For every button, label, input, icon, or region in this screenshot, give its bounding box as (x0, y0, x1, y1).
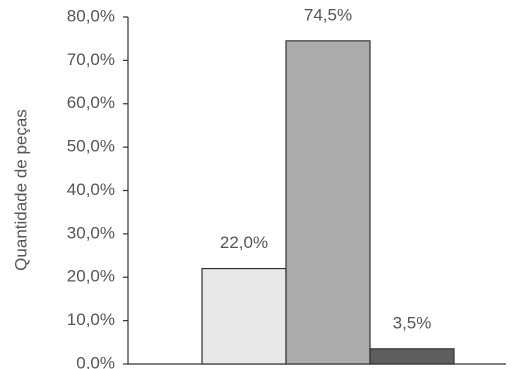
value-label: 22,0% (220, 233, 268, 252)
value-label: 3,5% (393, 313, 432, 332)
value-label: 74,5% (304, 5, 352, 24)
y-tick-label: 40,0% (67, 180, 115, 199)
y-tick-label: 0,0% (76, 353, 115, 369)
y-tick-label: 30,0% (67, 223, 115, 242)
y-tick-label: 80,0% (67, 6, 115, 25)
bar (285, 40, 371, 365)
bar (369, 348, 455, 365)
bar (201, 267, 287, 365)
y-tick-label: 70,0% (67, 50, 115, 69)
y-axis-label: Quantidade de peças (11, 109, 30, 271)
y-tick-label: 10,0% (67, 310, 115, 329)
y-tick-label: 60,0% (67, 93, 115, 112)
y-tick-label: 20,0% (67, 267, 115, 286)
y-tick-label: 50,0% (67, 137, 115, 156)
